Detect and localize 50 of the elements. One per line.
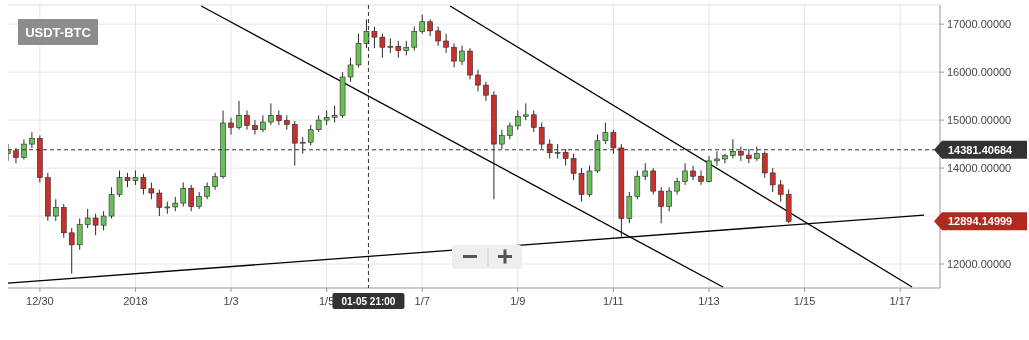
candlestick (682, 162, 688, 186)
candlestick (307, 124, 314, 146)
candlestick (443, 33, 449, 54)
candlestick (451, 42, 457, 68)
candlestick (268, 102, 274, 126)
x-tick-label: 1/17 (889, 295, 911, 307)
candlestick (769, 167, 776, 193)
x-tick-label: 1/13 (698, 295, 720, 307)
candlestick (467, 47, 473, 80)
candlestick (411, 26, 418, 52)
x-tick-label: 1/3 (223, 295, 239, 307)
candlestick (188, 184, 195, 212)
candlestick (530, 110, 537, 133)
x-tick-label: 12/30 (26, 295, 54, 307)
candlestick (228, 117, 234, 136)
x-tick-label: 1/7 (414, 295, 430, 307)
candlestick (515, 110, 521, 131)
y-tick-label: 12000.00000 (947, 257, 1012, 270)
candlestick (244, 110, 250, 131)
x-tick-label: 1/15 (793, 295, 816, 307)
candlestick (52, 198, 59, 222)
candlestick (252, 119, 258, 136)
x-tick-label: 2018 (123, 295, 148, 307)
y-tick-label: 15000.00000 (947, 113, 1012, 126)
candlestick (690, 165, 696, 181)
y-tick-label: 16000.00000 (947, 66, 1012, 78)
y-tick-label: 14000.00000 (947, 161, 1012, 174)
candlestick (634, 169, 641, 200)
text: 12894.14999 (948, 215, 1013, 228)
candlestick (459, 45, 465, 66)
candlestick (658, 186, 664, 224)
candlestick (419, 14, 426, 35)
y-tick-label: 17000.00000 (947, 18, 1012, 31)
candlestick (236, 100, 242, 131)
candlestick (698, 169, 704, 186)
candlestick (260, 114, 266, 133)
candlestick (706, 155, 712, 183)
candlestick (180, 181, 187, 207)
text: USDT-BTC (25, 24, 92, 40)
candlestick (68, 227, 75, 275)
candlestick (483, 81, 489, 102)
ref-line-label: 01-05 21:00 (341, 295, 396, 307)
candlestick (435, 26, 441, 47)
candlestick (76, 217, 83, 251)
candlestick (475, 69, 481, 92)
candlestick (650, 167, 657, 195)
x-tick-label: 1/9 (510, 295, 526, 307)
ref-line-label: 14381.40684 (948, 143, 1014, 156)
x-tick-label: 1/11 (603, 295, 624, 307)
candlestick (666, 186, 672, 212)
